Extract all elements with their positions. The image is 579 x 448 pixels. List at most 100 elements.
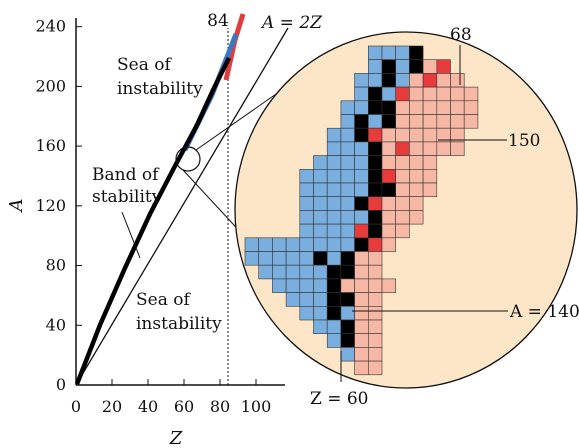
nuclide-cell [326, 210, 342, 225]
nuclide-cell [326, 223, 342, 239]
nuclide-cell [422, 86, 438, 102]
nuclide-cell [436, 100, 451, 115]
nuclide-cell [367, 127, 383, 143]
nuclide-cell [299, 182, 314, 197]
nuclide-cell [326, 305, 342, 321]
nuclide-cell [326, 169, 342, 184]
nuclide-cell [409, 210, 424, 225]
nuclide-cell [409, 45, 424, 60]
nuclide-cell [299, 210, 314, 225]
nuclide-cell [409, 196, 424, 211]
nuclide-cell [326, 155, 342, 170]
nuclide-cell [299, 292, 314, 307]
x-tick-label: 40 [138, 397, 158, 416]
callout-a140: A = 140 [509, 302, 579, 322]
nuclide-cell [340, 237, 355, 252]
nuclide-cell [395, 114, 410, 129]
nuclide-cell [367, 86, 383, 102]
nuclide-cell [367, 45, 383, 60]
x-tick-label: 80 [210, 397, 230, 416]
magnifier-circle [175, 146, 201, 172]
nuclide-cell [313, 305, 328, 321]
x-axis-label: Z [169, 428, 183, 448]
nuclide-cell [326, 278, 342, 293]
nuclide-cell [326, 319, 342, 334]
nuclide-cell [395, 73, 410, 88]
nuclide-cell [340, 141, 355, 156]
nuclide-cell [313, 210, 328, 225]
nuclide-cell [395, 86, 410, 102]
sea-lower-label: Sea of instability [136, 290, 222, 334]
nuclide-cell [258, 264, 273, 280]
nuclide-cell [313, 155, 328, 170]
nuclide-cell [367, 237, 383, 252]
nuclide-cell [367, 73, 383, 88]
nuclide-cell [367, 292, 383, 307]
nuclide-cell [367, 278, 383, 293]
nuclide-cell [381, 155, 396, 170]
nuclide-cell [367, 141, 383, 156]
nuclide-cell [381, 114, 396, 129]
nuclide-cell [326, 333, 342, 348]
nuclide-cell [367, 59, 383, 74]
nuclide-cell [395, 223, 410, 239]
nuclide-cell [326, 264, 342, 280]
nuclide-cell [367, 333, 383, 348]
nuclide-cell [409, 155, 424, 170]
nuclide-cell [299, 264, 314, 280]
nuclide-cell [381, 182, 396, 197]
nuclide-cell [367, 305, 383, 321]
nuclide-cell [409, 100, 424, 115]
nuclide-cell [409, 141, 424, 156]
nuclide-cell [340, 223, 355, 239]
nuclide-cell [340, 114, 355, 129]
sea-upper-line1: Sea of instability [117, 55, 203, 99]
band-of-stability-curve [74, 56, 232, 385]
nuclide-cell [395, 155, 410, 170]
nuclide-cell [367, 264, 383, 280]
x-tick-label: 0 [71, 397, 81, 416]
nuclide-cell [285, 237, 301, 252]
nuclide-cell [313, 251, 328, 266]
nuclide-cell [409, 59, 424, 74]
nuclide-cell [367, 114, 383, 129]
nuclide-cell [367, 196, 383, 211]
nuclide-cell [299, 196, 314, 211]
y-tick-label: 200 [35, 76, 66, 95]
nuclide-cell [313, 182, 328, 197]
nuclide-cell [354, 278, 369, 293]
nuclide-cell [244, 251, 259, 266]
nuclide-cell [367, 169, 383, 184]
nuclide-cell [422, 59, 438, 74]
nuclide-cell [354, 333, 369, 348]
nuclide-cell [313, 292, 328, 307]
nuclide-cell [450, 73, 465, 88]
nuclide-cell [422, 114, 438, 129]
x-tick-label: 100 [241, 397, 272, 416]
nuclide-cell [422, 73, 438, 88]
nuclide-cell [381, 86, 396, 102]
nuclide-cell [422, 141, 438, 156]
nuclide-cell [395, 141, 410, 156]
nuclide-cell [340, 333, 355, 348]
nuclide-cell [299, 223, 314, 239]
nuclide-cell [354, 360, 369, 376]
nuclide-cell [299, 251, 314, 266]
nuclide-cell [367, 223, 383, 239]
nuclide-cell [395, 210, 410, 225]
nuclide-cell [258, 251, 273, 266]
nuclide-cell [340, 347, 355, 362]
nuclide-cell [463, 100, 479, 115]
nuclide-cell [463, 114, 479, 129]
nuclide-cell [354, 251, 369, 266]
nuclide-cell [340, 127, 355, 143]
nuclide-cell [326, 141, 342, 156]
x-tick-label: 60 [174, 397, 194, 416]
nuclide-cell [340, 292, 355, 307]
nuclide-cell [285, 251, 301, 266]
nuclide-cell [340, 319, 355, 334]
nuclide-cell [395, 59, 410, 74]
nuclide-cell [272, 251, 287, 266]
band-label: Band of stability [92, 165, 162, 207]
